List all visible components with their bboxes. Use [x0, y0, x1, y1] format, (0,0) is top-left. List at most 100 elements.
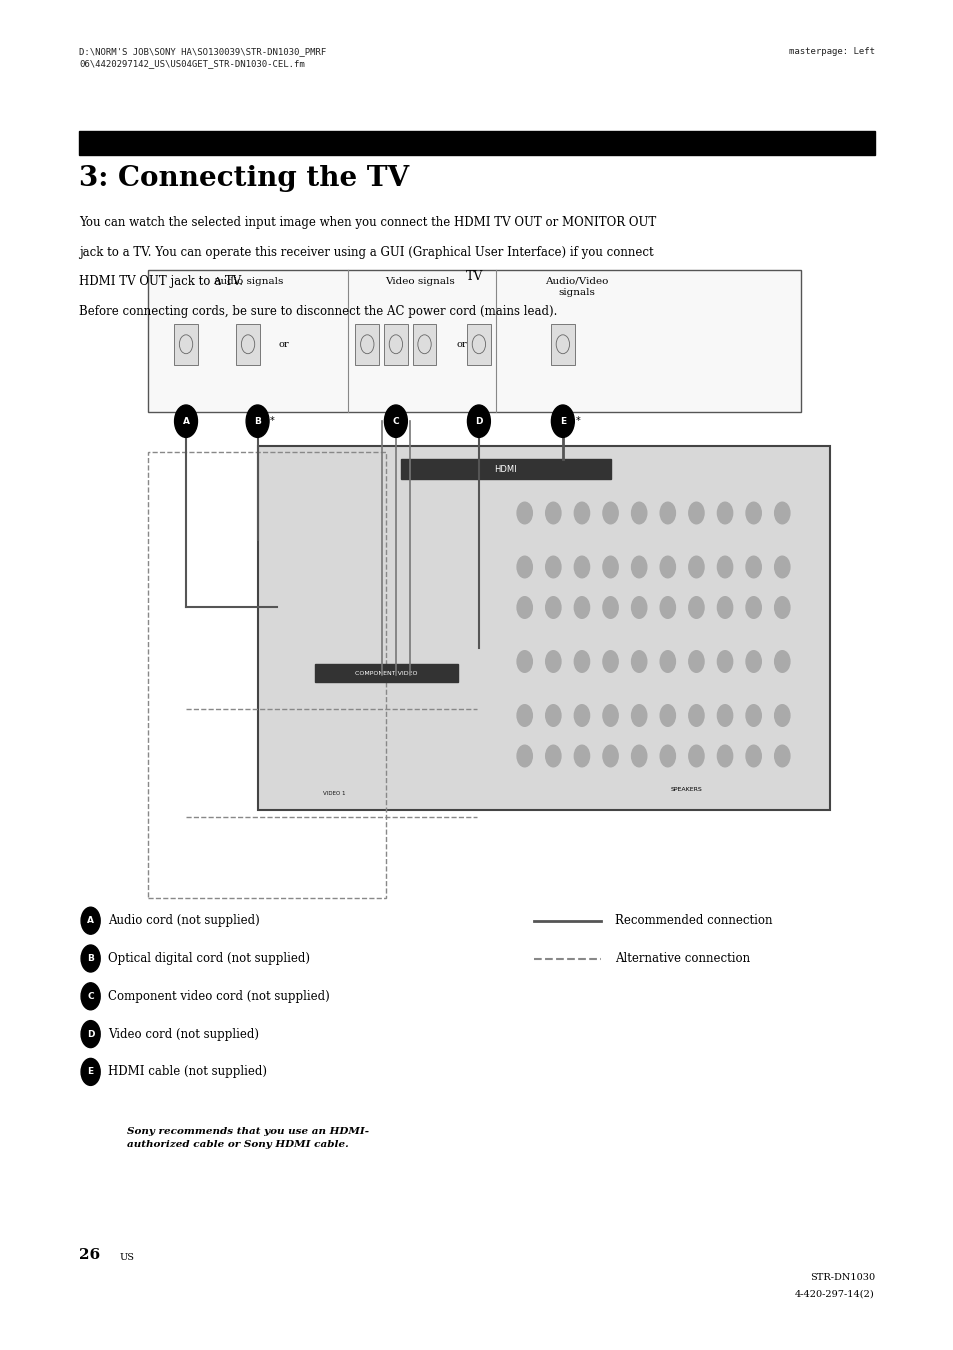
Circle shape — [631, 745, 646, 767]
Circle shape — [384, 405, 407, 437]
Text: HDMI TV OUT jack to a TV.: HDMI TV OUT jack to a TV. — [79, 275, 243, 289]
Circle shape — [774, 502, 789, 524]
Bar — [148, 452, 386, 898]
Text: Video signals: Video signals — [384, 277, 455, 286]
Text: A: A — [182, 417, 190, 425]
Text: C: C — [393, 417, 398, 425]
Text: E: E — [88, 1068, 93, 1076]
Bar — [173, 324, 197, 365]
Text: C: C — [88, 992, 93, 1000]
Bar — [467, 324, 490, 365]
Text: B: B — [87, 954, 94, 963]
Circle shape — [574, 705, 589, 726]
Circle shape — [545, 556, 560, 578]
Circle shape — [574, 556, 589, 578]
Circle shape — [659, 556, 675, 578]
Text: US: US — [119, 1253, 134, 1262]
Circle shape — [517, 651, 532, 672]
Text: *: * — [575, 416, 579, 427]
Text: HDMI: HDMI — [494, 466, 517, 474]
Circle shape — [745, 502, 760, 524]
Circle shape — [688, 745, 703, 767]
Text: Before connecting cords, be sure to disconnect the AC power cord (mains lead).: Before connecting cords, be sure to disc… — [79, 305, 557, 319]
Circle shape — [574, 502, 589, 524]
Circle shape — [717, 556, 732, 578]
Bar — [314, 664, 457, 682]
Circle shape — [688, 651, 703, 672]
Circle shape — [717, 651, 732, 672]
Circle shape — [545, 597, 560, 618]
Text: D:\NORM'S JOB\SONY HA\SO130039\STR-DN1030_PMRF
06\4420297142_US\US04GET_STR-DN10: D:\NORM'S JOB\SONY HA\SO130039\STR-DN103… — [79, 47, 326, 68]
Circle shape — [631, 705, 646, 726]
Bar — [400, 459, 610, 479]
Text: masterpage: Left: masterpage: Left — [788, 47, 874, 57]
Text: Component video cord (not supplied): Component video cord (not supplied) — [108, 990, 329, 1003]
Bar — [236, 324, 259, 365]
Text: Audio/Video
signals: Audio/Video signals — [545, 277, 608, 297]
Bar — [257, 446, 829, 810]
Circle shape — [774, 651, 789, 672]
Text: Alternative connection: Alternative connection — [615, 952, 750, 965]
Circle shape — [602, 651, 618, 672]
Circle shape — [81, 907, 100, 934]
Circle shape — [717, 597, 732, 618]
Circle shape — [631, 597, 646, 618]
Circle shape — [602, 705, 618, 726]
Text: Video cord (not supplied): Video cord (not supplied) — [108, 1027, 258, 1041]
Circle shape — [602, 745, 618, 767]
Circle shape — [631, 651, 646, 672]
Bar — [355, 324, 379, 365]
Text: jack to a TV. You can operate this receiver using a GUI (Graphical User Interfac: jack to a TV. You can operate this recei… — [79, 246, 653, 259]
Circle shape — [631, 502, 646, 524]
Circle shape — [246, 405, 269, 437]
Circle shape — [688, 597, 703, 618]
Circle shape — [631, 556, 646, 578]
Circle shape — [545, 745, 560, 767]
Circle shape — [774, 745, 789, 767]
Text: VIDEO 1: VIDEO 1 — [322, 791, 345, 796]
Text: 3: Connecting the TV: 3: Connecting the TV — [79, 165, 409, 192]
Text: STR-DN1030: STR-DN1030 — [809, 1273, 874, 1282]
Circle shape — [717, 502, 732, 524]
Circle shape — [517, 556, 532, 578]
Text: TV: TV — [465, 270, 482, 284]
Text: D: D — [87, 1030, 94, 1038]
Circle shape — [745, 745, 760, 767]
Circle shape — [574, 651, 589, 672]
Bar — [412, 324, 436, 365]
Circle shape — [659, 502, 675, 524]
Bar — [383, 324, 407, 365]
Bar — [79, 131, 874, 155]
Circle shape — [717, 705, 732, 726]
Circle shape — [467, 405, 490, 437]
Circle shape — [517, 705, 532, 726]
Text: HDMI cable (not supplied): HDMI cable (not supplied) — [108, 1065, 267, 1079]
Text: Audio cord (not supplied): Audio cord (not supplied) — [108, 914, 259, 927]
Circle shape — [659, 597, 675, 618]
Circle shape — [81, 1021, 100, 1048]
Text: SPEAKERS: SPEAKERS — [670, 787, 702, 792]
Circle shape — [517, 502, 532, 524]
Circle shape — [688, 556, 703, 578]
Bar — [148, 270, 801, 412]
Circle shape — [574, 597, 589, 618]
Text: You can watch the selected input image when you connect the HDMI TV OUT or MONIT: You can watch the selected input image w… — [79, 216, 656, 230]
Circle shape — [745, 651, 760, 672]
Circle shape — [717, 745, 732, 767]
Text: Optical digital cord (not supplied): Optical digital cord (not supplied) — [108, 952, 310, 965]
Circle shape — [659, 651, 675, 672]
Circle shape — [574, 745, 589, 767]
Circle shape — [774, 597, 789, 618]
Text: *: * — [270, 416, 274, 427]
Circle shape — [688, 705, 703, 726]
Circle shape — [745, 705, 760, 726]
Bar — [551, 324, 574, 365]
Circle shape — [745, 597, 760, 618]
Circle shape — [81, 945, 100, 972]
Circle shape — [774, 705, 789, 726]
Circle shape — [602, 556, 618, 578]
Circle shape — [688, 502, 703, 524]
Text: COMPONENT VIDEO: COMPONENT VIDEO — [355, 671, 417, 676]
Circle shape — [545, 502, 560, 524]
Circle shape — [545, 651, 560, 672]
